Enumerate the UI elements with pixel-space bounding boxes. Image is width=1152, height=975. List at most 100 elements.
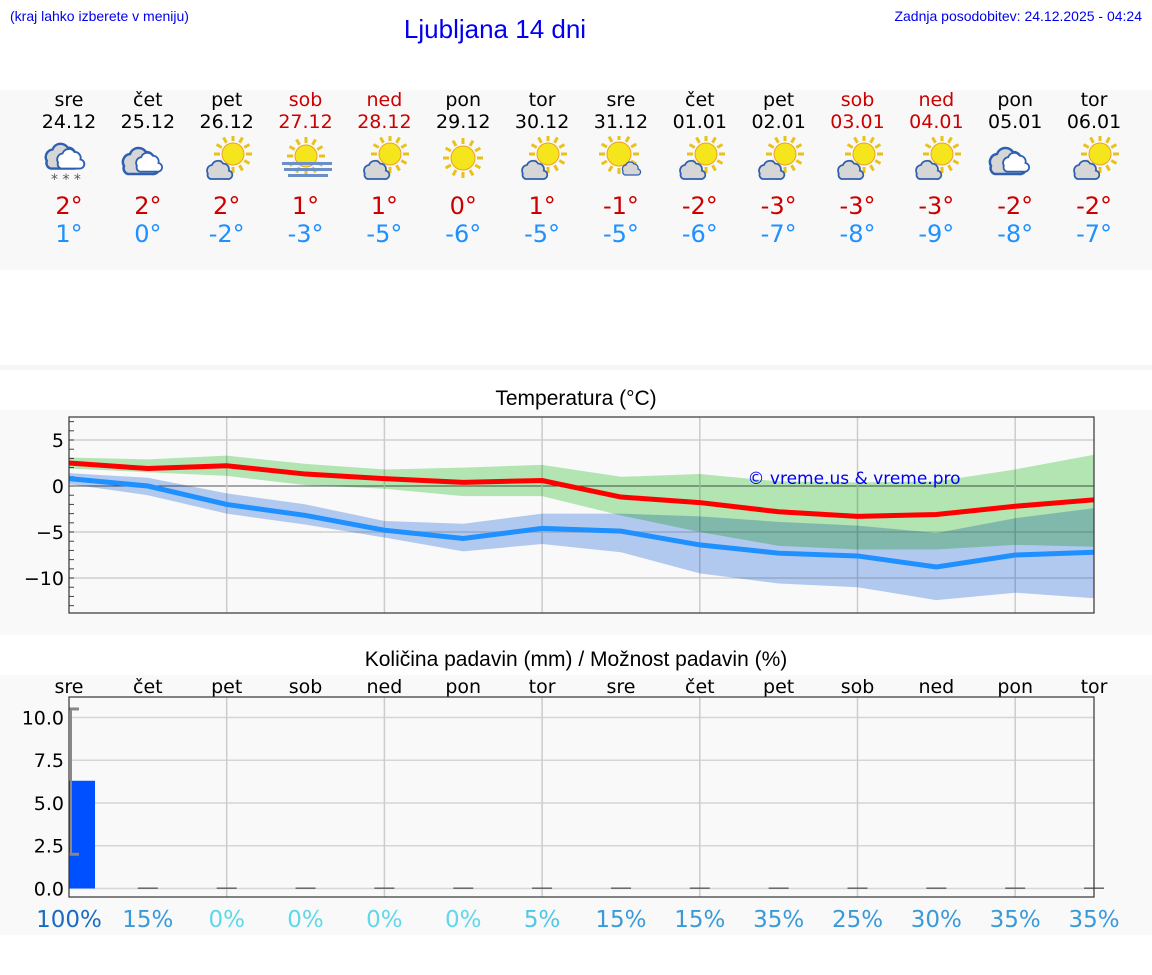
partly-cloudy-icon <box>1073 136 1120 180</box>
day-name: čet <box>133 89 163 111</box>
max-temperature: -2° <box>681 192 718 220</box>
day-label: pet <box>211 676 242 698</box>
day-name: tor <box>528 89 556 111</box>
max-temperature: 1° <box>291 192 320 220</box>
day-label: pon <box>445 676 481 698</box>
day-column: tor 06.01 -2° -7° <box>1054 90 1134 248</box>
max-temperature: 2° <box>55 192 83 220</box>
y-tick-label: 2.5 <box>34 836 64 858</box>
precipitation-bar <box>69 780 95 889</box>
precipitation-bar <box>610 887 631 889</box>
min-temperature: -9° <box>918 220 955 248</box>
day-label: sre <box>606 676 635 698</box>
day-column: pet 02.01 -3° -7° <box>739 90 819 248</box>
partly-cloudy-icon <box>521 136 568 180</box>
min-temperature: -8° <box>997 220 1034 248</box>
max-temperature-band <box>69 454 1095 550</box>
day-column: pet 26.12 2° -2° <box>187 90 267 248</box>
day-column: čet 01.01 -2° -6° <box>660 90 740 248</box>
y-tick-label: 10.0 <box>22 708 64 730</box>
day-column: ned 04.01 -3° -9° <box>896 90 976 248</box>
day-date: 24.12 <box>41 111 97 133</box>
max-temperature: -2° <box>997 192 1034 220</box>
day-date: 03.01 <box>830 111 885 133</box>
max-temperature: -3° <box>760 192 797 220</box>
day-label: čet <box>133 676 163 698</box>
day-column: tor 30.12 1° -5° <box>502 90 582 248</box>
max-temperature: -1° <box>602 192 639 220</box>
day-date: 28.12 <box>357 111 412 133</box>
svg-text:* * *: * * * <box>51 172 81 186</box>
plot-frame <box>68 696 1095 898</box>
y-tick-label: 5 <box>52 430 64 452</box>
day-label: sob <box>841 676 875 698</box>
last-updated: Zadnja posodobitev: 24.12.2025 - 04:24 <box>894 8 1142 24</box>
max-temperature: 2° <box>213 192 241 220</box>
min-temperature: -6° <box>681 220 718 248</box>
plot-frame <box>68 416 1095 614</box>
partly-cloudy-icon <box>915 136 962 180</box>
day-name: sob <box>288 89 323 111</box>
precipitation-probability: 25% <box>832 907 883 933</box>
precipitation-bar <box>689 887 710 889</box>
max-temperature: -2° <box>1076 192 1113 220</box>
day-name: sre <box>606 89 636 111</box>
y-tick-label: 5.0 <box>34 793 64 815</box>
min-temperature: -5° <box>524 220 561 248</box>
partly-cloudy-icon <box>363 136 410 180</box>
location-hint: (kraj lahko izberete v meniju) <box>10 8 189 24</box>
min-temperature-line <box>68 476 1095 570</box>
partly-cloudy-icon <box>205 136 252 180</box>
day-column: sre 24.12 * * * 2° 1° <box>29 90 109 248</box>
min-temperature: -5° <box>366 220 403 248</box>
y-tick-label: −5 <box>36 522 64 544</box>
min-temperature: -2° <box>208 220 245 248</box>
precipitation-bar <box>137 887 158 889</box>
precipitation-probability: 100% <box>36 907 102 933</box>
page-title: Ljubljana 14 dni <box>403 14 587 44</box>
day-label: čet <box>685 676 715 698</box>
day-label: pet <box>763 676 794 698</box>
day-name: čet <box>685 89 715 111</box>
day-date: 29.12 <box>436 111 491 133</box>
day-name: sob <box>840 89 875 111</box>
day-label: sob <box>289 676 323 698</box>
day-date: 27.12 <box>278 111 333 133</box>
sun-small-cloud-icon <box>598 136 642 176</box>
day-column: sob 27.12 1° -3° <box>266 90 346 248</box>
max-temperature: 2° <box>134 192 162 220</box>
min-temperature: -5° <box>602 220 639 248</box>
precipitation-bar <box>847 887 868 889</box>
min-temperature: -7° <box>1076 220 1113 248</box>
day-column: sob 03.01 -3° -8° <box>818 90 898 248</box>
day-column: pon 05.01 -2° -8° <box>975 90 1055 248</box>
day-label: tor <box>1081 676 1108 698</box>
day-name: pet <box>763 89 795 111</box>
day-label: pon <box>997 676 1033 698</box>
max-temperature: -3° <box>839 192 876 220</box>
day-name: tor <box>1080 89 1108 111</box>
day-date: 01.01 <box>672 111 727 133</box>
min-temperature: -3° <box>287 220 324 248</box>
min-temperature: -8° <box>839 220 876 248</box>
precipitation-probability: 5% <box>524 907 561 933</box>
partly-cloudy-icon <box>836 136 883 180</box>
y-tick-label: 7.5 <box>34 750 64 772</box>
day-date: 26.12 <box>199 111 254 133</box>
precipitation-probability: 30% <box>911 907 962 933</box>
precipitation-probability: 35% <box>753 907 804 933</box>
day-name: ned <box>366 89 403 111</box>
day-date: 06.01 <box>1066 111 1122 133</box>
day-date: 25.12 <box>120 111 176 133</box>
fog-sun-icon <box>281 137 332 177</box>
precipitation-bar <box>532 887 553 889</box>
precipitation-probability: 35% <box>990 907 1041 933</box>
day-column: pon 29.12 0° -6° <box>423 90 503 248</box>
precipitation-bar <box>295 887 316 889</box>
precipitation-bar <box>1005 887 1026 889</box>
precipitation-probability: 0% <box>445 907 482 933</box>
min-temperature: 1° <box>55 220 83 248</box>
precipitation-bar <box>768 887 789 889</box>
day-label: tor <box>529 676 556 698</box>
